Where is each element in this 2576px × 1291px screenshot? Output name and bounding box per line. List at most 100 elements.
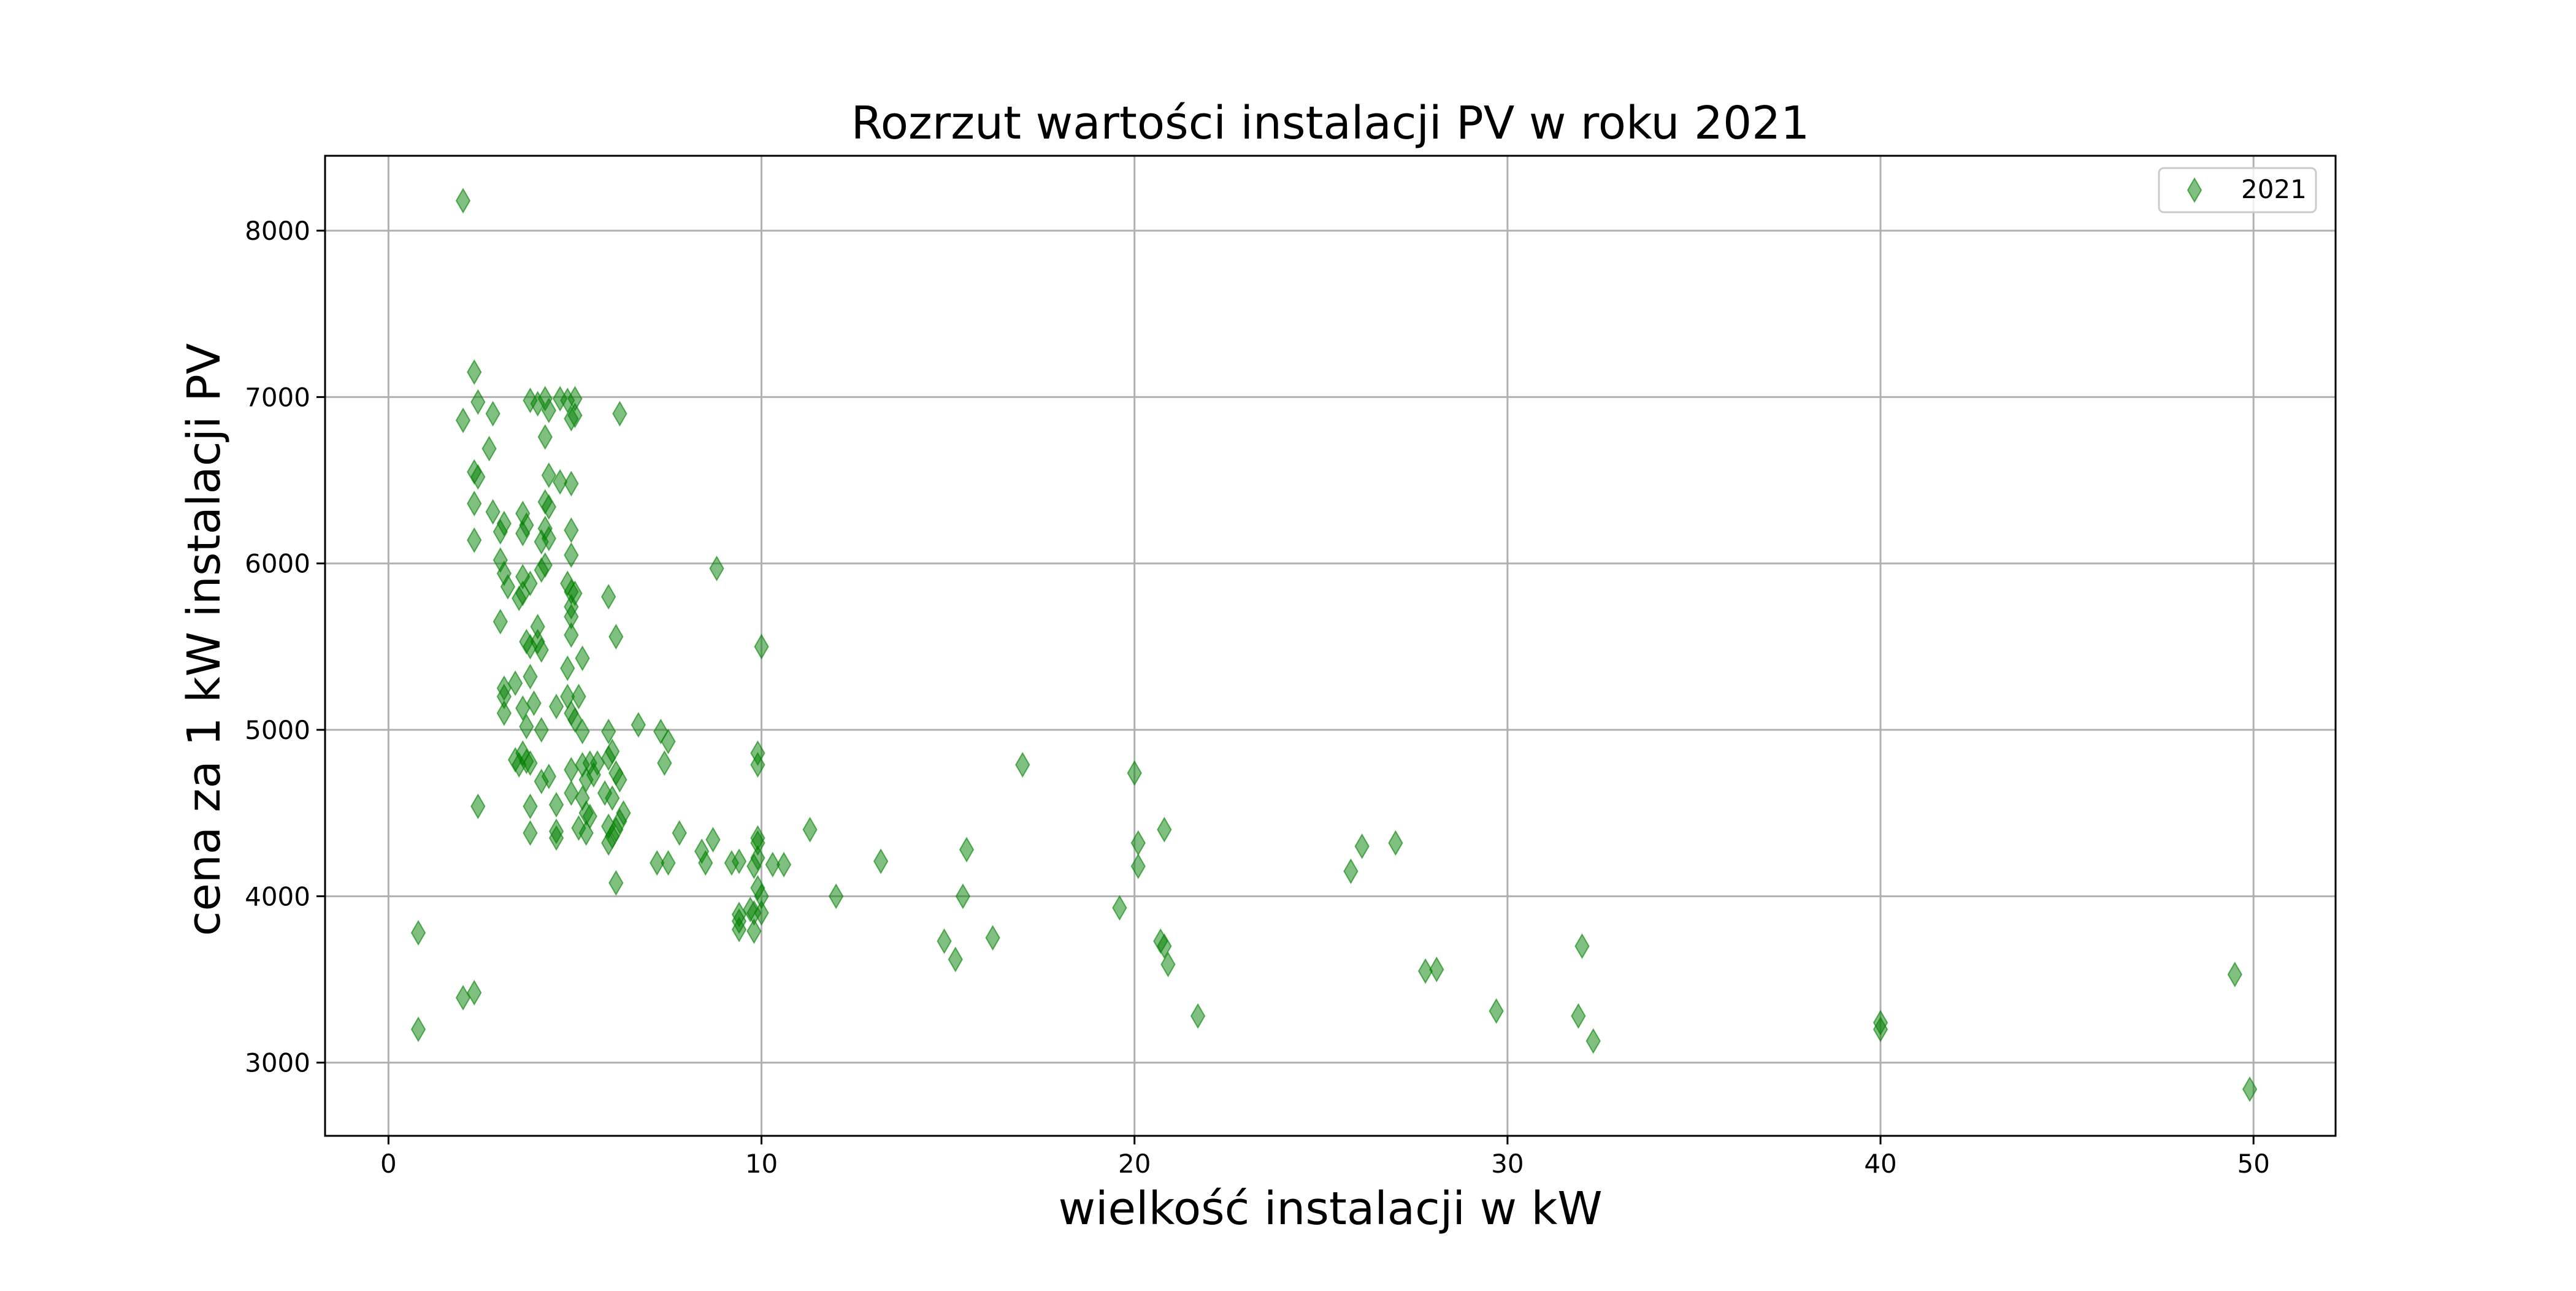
data-point xyxy=(631,711,646,738)
data-point xyxy=(959,837,975,863)
data-point xyxy=(1585,1028,1601,1054)
data-point xyxy=(541,494,557,520)
data-point xyxy=(612,767,627,793)
data-point xyxy=(575,645,590,672)
data-point xyxy=(2242,1076,2258,1103)
data-point xyxy=(470,793,486,819)
data-point xyxy=(455,984,471,1011)
data-point xyxy=(1343,858,1359,884)
data-point xyxy=(750,740,765,766)
data-point xyxy=(601,583,616,610)
data-point xyxy=(1112,895,1127,921)
data-point xyxy=(1873,1009,1888,1036)
data-point xyxy=(548,694,564,720)
data-point xyxy=(496,700,512,726)
legend-diamond-marker xyxy=(2187,177,2202,203)
data-point xyxy=(548,825,564,851)
data-point xyxy=(534,529,549,555)
data-points xyxy=(410,188,2258,1103)
data-point xyxy=(661,729,676,754)
data-point xyxy=(746,918,762,944)
data-point xyxy=(467,527,482,553)
data-point xyxy=(937,928,952,954)
data-point xyxy=(754,900,769,926)
data-point xyxy=(410,920,426,946)
data-point xyxy=(650,850,665,876)
data-point xyxy=(754,634,769,660)
data-point xyxy=(567,402,583,429)
data-point xyxy=(534,637,549,663)
y-tick-label: 8000 xyxy=(245,216,310,246)
data-point xyxy=(1429,956,1444,983)
data-point xyxy=(564,757,579,783)
data-point xyxy=(653,718,669,745)
data-point xyxy=(612,400,627,427)
data-point xyxy=(1130,853,1146,879)
data-point xyxy=(493,608,508,635)
data-point xyxy=(548,792,564,818)
data-point xyxy=(575,718,590,745)
data-point xyxy=(467,359,482,385)
data-point xyxy=(526,690,542,716)
data-point xyxy=(500,573,516,600)
y-tick-label: 7000 xyxy=(245,382,310,412)
data-point xyxy=(1160,951,1176,978)
data-point xyxy=(608,870,624,896)
data-point xyxy=(608,624,624,650)
data-point xyxy=(955,883,971,910)
data-point xyxy=(467,979,482,1006)
legend-label-2021: 2021 xyxy=(2241,174,2307,204)
data-point xyxy=(1157,816,1172,843)
data-point xyxy=(485,499,500,525)
data-point xyxy=(481,435,497,462)
data-point xyxy=(455,407,471,434)
x-tick-label: 0 xyxy=(380,1149,397,1179)
data-point xyxy=(1489,998,1504,1024)
x-tick-label: 40 xyxy=(1864,1149,1896,1179)
data-point xyxy=(541,462,557,488)
data-point xyxy=(802,816,818,843)
y-tick-label: 6000 xyxy=(245,549,310,579)
data-point xyxy=(698,850,713,876)
legend: 2021 xyxy=(2158,167,2317,213)
data-point xyxy=(523,664,538,690)
data-point xyxy=(523,820,538,846)
data-point xyxy=(470,389,486,415)
data-point xyxy=(776,851,792,878)
data-point xyxy=(564,542,579,569)
data-point xyxy=(1157,933,1172,959)
data-point xyxy=(537,424,553,450)
data-point xyxy=(578,820,594,846)
data-point xyxy=(705,827,721,853)
data-point xyxy=(571,683,586,710)
x-tick-label: 20 xyxy=(1118,1149,1151,1179)
data-point xyxy=(829,883,844,910)
y-axis-label: cena za 1 kW instalacji PV xyxy=(178,343,231,936)
data-point xyxy=(519,713,534,740)
data-point xyxy=(750,825,765,851)
data-point xyxy=(552,469,568,495)
data-point xyxy=(560,655,575,681)
y-tick-label: 5000 xyxy=(245,715,310,745)
data-point xyxy=(597,780,613,806)
data-point xyxy=(1130,830,1146,856)
data-point xyxy=(672,820,687,846)
data-point xyxy=(515,695,531,721)
data-point xyxy=(873,848,889,875)
data-point xyxy=(534,557,549,583)
data-point xyxy=(985,925,1000,951)
data-point xyxy=(709,555,724,581)
data-point xyxy=(586,762,602,788)
data-point xyxy=(1574,933,1590,959)
data-point xyxy=(608,816,624,843)
data-point xyxy=(1190,1003,1206,1029)
data-point xyxy=(564,470,579,497)
data-point xyxy=(1388,830,1403,856)
data-point xyxy=(564,517,579,543)
x-tick-label: 50 xyxy=(2237,1149,2269,1179)
axis-ticks: 0 10 20 30 40 50 3000 4000 5000 6000 7000 8000 xyxy=(245,216,2270,1179)
plot-frame xyxy=(324,155,2337,1137)
data-point xyxy=(661,850,676,876)
data-point xyxy=(605,785,620,811)
